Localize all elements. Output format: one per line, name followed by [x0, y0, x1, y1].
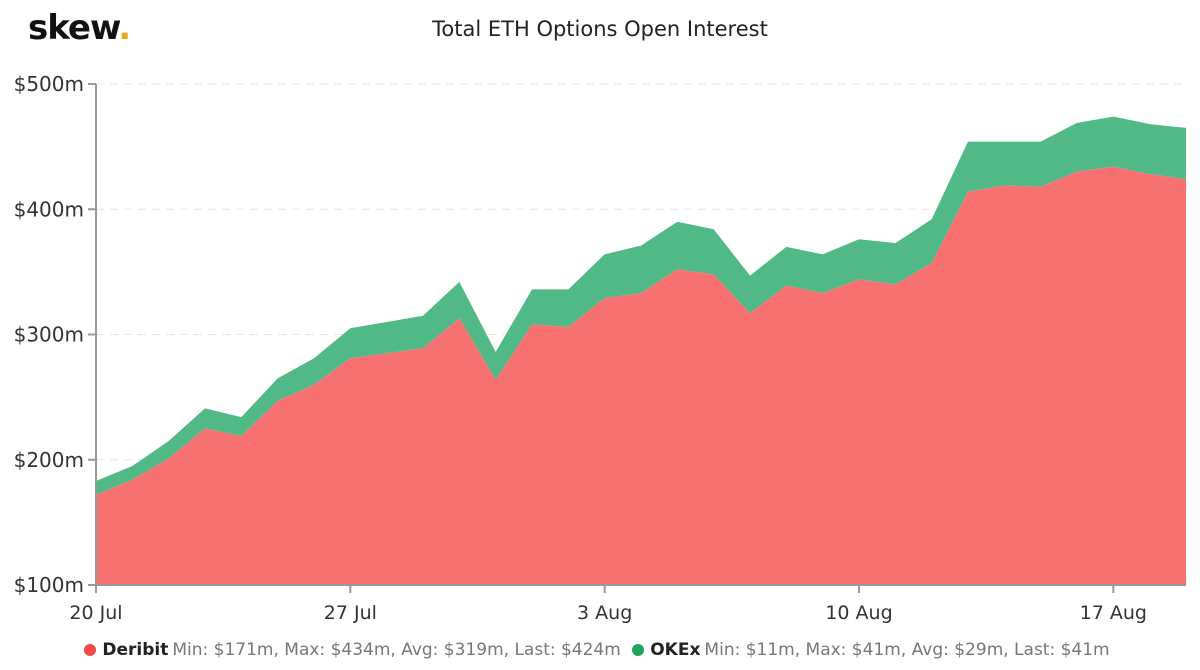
legend-name: Deribit: [102, 640, 169, 660]
area-deribit: [96, 166, 1186, 586]
legend-dot-okex: [632, 644, 645, 656]
legend-item-okex[interactable]: OKEx Min: $11m, Max: $41m, Avg: $29m, Las…: [632, 640, 1110, 660]
area-okex: [96, 116, 1186, 495]
skew-logo: skew.: [28, 8, 131, 48]
y-tick-label: $400m: [14, 197, 84, 221]
y-tick-label: $300m: [14, 323, 84, 347]
y-tick-label: $100m: [14, 573, 84, 597]
y-tick-label: $500m: [14, 72, 84, 96]
x-tick-label: 3 Aug: [577, 602, 632, 624]
logo-text: skew: [28, 8, 119, 48]
legend: Deribit Min: $171m, Max: $434m, Avg: $319…: [0, 640, 1200, 660]
legend-item-deribit[interactable]: Deribit Min: $171m, Max: $434m, Avg: $319…: [84, 640, 621, 660]
x-tick-label: 27 Jul: [324, 602, 377, 624]
chart-title: Total ETH Options Open Interest: [432, 17, 768, 41]
x-tick-label: 10 Aug: [825, 602, 892, 624]
x-tick-label: 20 Jul: [69, 602, 122, 624]
x-tick-label: 17 Aug: [1080, 602, 1147, 624]
logo-dot: .: [118, 8, 131, 48]
legend-stats: Min: $11m, Max: $41m, Avg: $29m, Last: $…: [704, 640, 1110, 660]
legend-dot-deribit: [84, 644, 97, 656]
legend-name: OKEx: [650, 640, 701, 660]
legend-stats: Min: $171m, Max: $434m, Avg: $319m, Last…: [172, 640, 621, 660]
y-tick-label: $200m: [14, 448, 84, 472]
